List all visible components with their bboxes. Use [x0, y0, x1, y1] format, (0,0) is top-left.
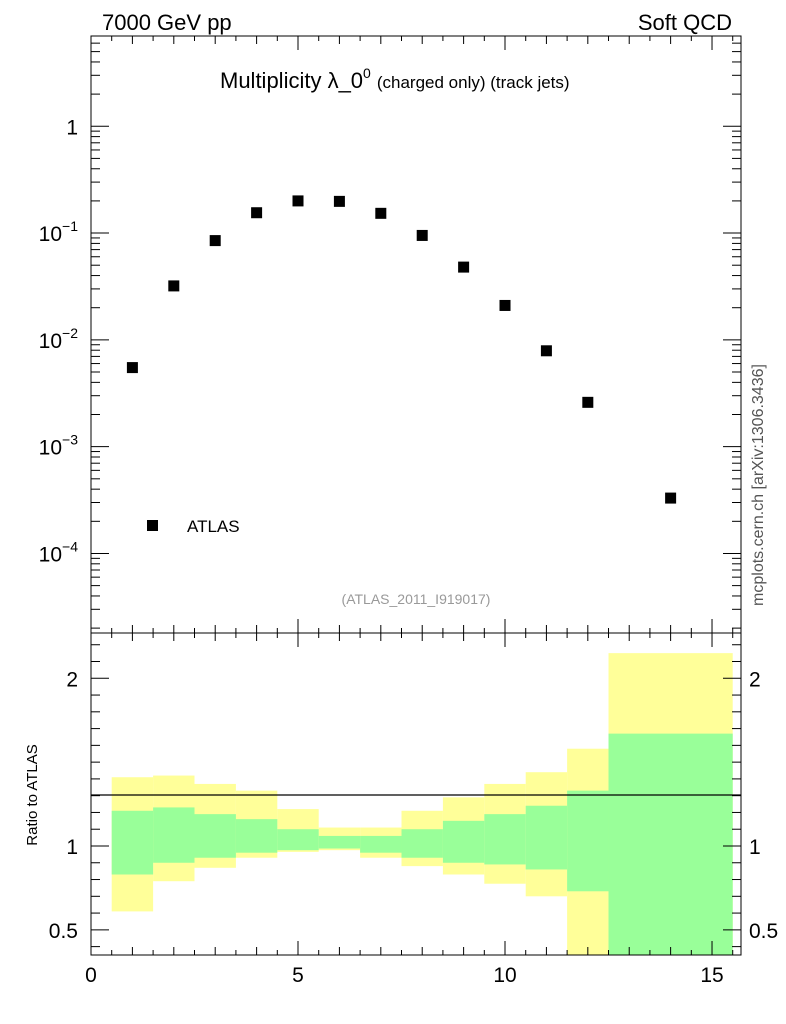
ratio-band-inner: [567, 790, 609, 892]
ratio-band-inner: [525, 805, 568, 870]
ratio-axis-ticks: [90, 633, 741, 955]
ratio-band-inner: [608, 733, 733, 955]
legend-marker-atlas: [147, 520, 158, 531]
ratio-band-inner: [277, 829, 319, 851]
main-title-suffix: (charged only) (track jets): [377, 73, 570, 92]
ratio-band-inner: [401, 829, 443, 858]
data-point-atlas: [333, 195, 345, 207]
data-point-atlas: [458, 261, 470, 273]
x-tick-label: 0: [85, 964, 97, 987]
ratio-y-tick-label-right: 0.5: [749, 920, 778, 943]
y-tick-label: 10−1: [39, 218, 79, 246]
ratio-y-tick-label-right: 2: [749, 668, 761, 691]
header-left-label: 7000 GeV pp: [102, 10, 232, 35]
main-axis-ticks: [90, 35, 741, 633]
main-data-markers: [126, 195, 677, 504]
ratio-tick-labels: 0.5 0.5 1 1 2 2 0 5 10 15: [49, 668, 778, 987]
main-y-tick-labels: 1 10−1 10−2 10−3 10−4: [39, 116, 79, 566]
x-tick-label: 15: [700, 964, 723, 987]
data-point-atlas: [375, 207, 387, 219]
data-point-atlas: [126, 362, 138, 374]
ratio-y-tick-label-left: 1: [66, 836, 78, 859]
x-tick-label: 10: [493, 964, 516, 987]
main-title-text: Multiplicity λ_0: [220, 68, 363, 93]
legend-label-atlas: ATLAS: [187, 517, 240, 536]
ratio-band-inner: [194, 814, 236, 858]
side-credit-label: mcplots.cern.ch [arXiv:1306.3436]: [750, 364, 767, 606]
data-point-atlas: [416, 229, 428, 241]
ratio-y-tick-label-right: 1: [749, 836, 761, 859]
ratio-band-inner: [153, 807, 195, 863]
main-title: Multiplicity λ_00 (charged only) (track j…: [220, 65, 570, 93]
ratio-y-tick-label-left: 0.5: [49, 920, 78, 943]
ratio-panel: 0.5 0.5 1 1 2 2 0 5 10 15 Ratio to ATLAS: [24, 632, 778, 987]
ratio-y-axis-label: Ratio to ATLAS: [24, 744, 41, 845]
ratio-band-inner: [360, 835, 402, 853]
y-tick-label: 1: [66, 116, 78, 139]
main-title-superscript: 0: [363, 65, 371, 81]
y-tick-label: 10−2: [39, 325, 79, 353]
ratio-plot-frame: [90, 632, 742, 956]
data-point-atlas: [499, 299, 511, 311]
main-panel: 1 10−1 10−2 10−3 10−4 Multiplicity λ_00 (char…: [39, 35, 742, 634]
y-tick-label: 10−3: [39, 432, 79, 460]
ratio-band-inner: [318, 835, 361, 849]
data-point-atlas: [665, 492, 677, 504]
ratio-uncertainty-bands: [111, 653, 733, 955]
ratio-y-tick-label-left: 2: [66, 668, 78, 691]
ratio-band-inner: [235, 819, 278, 853]
header-right-label: Soft QCD: [638, 10, 732, 35]
y-tick-label: 10−4: [39, 538, 79, 566]
ratio-band-inner: [111, 810, 154, 875]
data-point-atlas: [209, 235, 221, 247]
data-point-atlas: [540, 345, 552, 357]
data-point-atlas: [251, 207, 263, 219]
main-plot-frame: [90, 35, 742, 634]
x-tick-label: 5: [292, 964, 304, 987]
data-point-atlas: [582, 396, 594, 408]
data-point-atlas: [292, 195, 304, 207]
analysis-annotation: (ATLAS_2011_I919017): [342, 591, 491, 607]
ratio-band-inner: [442, 820, 485, 863]
data-point-atlas: [168, 280, 180, 292]
ratio-band-inner: [484, 814, 526, 865]
